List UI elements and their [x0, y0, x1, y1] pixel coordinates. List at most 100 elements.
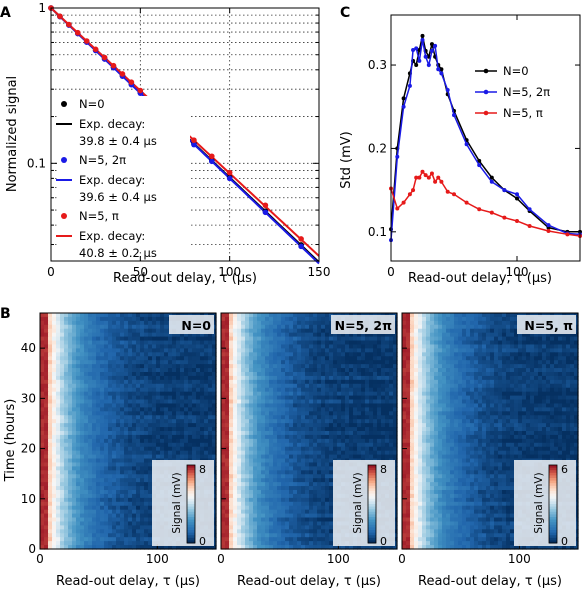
heatmap-cell [84, 509, 89, 515]
heatmap-cell [245, 340, 250, 346]
heatmap-cell [160, 356, 165, 361]
heatmap-cell [385, 372, 390, 377]
heatmap-cell [309, 344, 314, 349]
heatmap-cell [221, 368, 226, 373]
heatmap-cell [281, 383, 286, 389]
heatmap-cell [309, 368, 314, 373]
heatmap-cell [241, 383, 246, 389]
heatmap-cell [132, 320, 137, 326]
heatmap-cell [132, 509, 137, 515]
heatmap-cell [373, 446, 378, 452]
heatmap-cell [285, 446, 290, 452]
heatmap-cell [44, 344, 49, 349]
heatmap-cell [361, 411, 366, 416]
heatmap-cell [265, 411, 270, 416]
heatmap-cell [196, 336, 201, 342]
heatmap-cell [128, 450, 133, 456]
heatmap-cell [361, 454, 366, 460]
heatmap-cell [44, 490, 49, 495]
heatmap-cell [72, 340, 77, 346]
heatmap-cell [265, 438, 270, 444]
heatmap-cell [144, 383, 149, 389]
heatmap-cell [128, 533, 133, 538]
heatmap-cell [132, 344, 137, 349]
heatmap-cell [100, 490, 105, 495]
data-point [128, 79, 135, 85]
heatmap-cell [337, 383, 342, 389]
heatmap-cell [273, 332, 278, 338]
heatmap-cell [317, 482, 322, 487]
heatmap-cell [261, 336, 266, 342]
heatmap-cell [373, 336, 378, 342]
heatmap-cell [136, 368, 141, 373]
data-point [527, 223, 532, 228]
heatmap-cell [72, 344, 77, 349]
heatmap-cell [273, 379, 278, 385]
heatmap-cell [156, 545, 161, 550]
heatmap-cell [128, 497, 133, 503]
heatmap-cell [361, 407, 366, 412]
heatmap-cell [257, 328, 262, 334]
heatmap-cell [257, 427, 262, 432]
heatmap-cell [337, 419, 342, 424]
heatmap-cell [245, 490, 250, 495]
heatmap-cell [241, 395, 246, 401]
heatmap-cell [120, 545, 125, 550]
heatmap-cell [245, 320, 250, 326]
heatmap-cell [200, 344, 205, 349]
heatmap-cell [297, 454, 302, 460]
heatmap-cell [116, 324, 121, 330]
heatmap-cell [112, 379, 117, 385]
heatmap-cell [237, 470, 242, 475]
heatmap-cell [152, 340, 157, 346]
heatmap-cell [120, 446, 125, 452]
heatmap-cell [52, 332, 57, 338]
heatmap-cell [233, 434, 238, 440]
heatmap-cell [289, 352, 294, 357]
heatmap-cell [124, 328, 129, 334]
heatmap-cell [293, 387, 298, 393]
heatmap-cell [313, 395, 318, 401]
heatmap-cell [225, 470, 230, 475]
heatmap-cell [393, 478, 398, 483]
heatmap-cell [192, 411, 197, 416]
heatmap-cell [297, 470, 302, 475]
heatmap-cell [196, 348, 201, 353]
heatmap-cell [377, 387, 382, 393]
heatmap-cell [357, 387, 362, 393]
heatmap-cell [152, 372, 157, 377]
heatmap-cell [317, 438, 322, 444]
heatmap-cell [52, 348, 57, 353]
heatmap-cell [144, 328, 149, 334]
heatmap-cell [56, 513, 61, 519]
heatmap-cell [176, 395, 181, 401]
heatmap-cell [72, 486, 77, 491]
heatmap-cell [112, 497, 117, 503]
data-point [433, 43, 438, 48]
heatmap-cell [313, 482, 318, 487]
heatmap-cell [76, 450, 81, 456]
heatmap-cell [64, 399, 69, 405]
heatmap-cell [108, 486, 113, 491]
heatmap-cell [40, 505, 45, 511]
heatmap-cell [285, 482, 290, 487]
heatmap-cell [64, 505, 69, 511]
heatmap-cell [44, 324, 49, 330]
heatmap-cell [277, 427, 282, 432]
heatmap-cell [241, 313, 246, 318]
x-tick-label: 50 [133, 265, 148, 279]
heatmap-cell [108, 474, 113, 479]
heatmap-cell [285, 431, 290, 436]
colorbar-max: 8 [199, 463, 206, 476]
heatmap-cell [72, 458, 77, 464]
heatmap-cell [261, 320, 266, 326]
colorbar-segment [187, 537, 195, 541]
heatmap-cell [285, 462, 290, 467]
heatmap-cell [341, 356, 346, 361]
heatmap-cell [80, 313, 85, 318]
heatmap-cell [60, 438, 65, 444]
heatmap-cell [132, 517, 137, 523]
heatmap-cell [289, 324, 294, 330]
heatmap-cell [64, 450, 69, 456]
heatmap-cell [40, 513, 45, 519]
